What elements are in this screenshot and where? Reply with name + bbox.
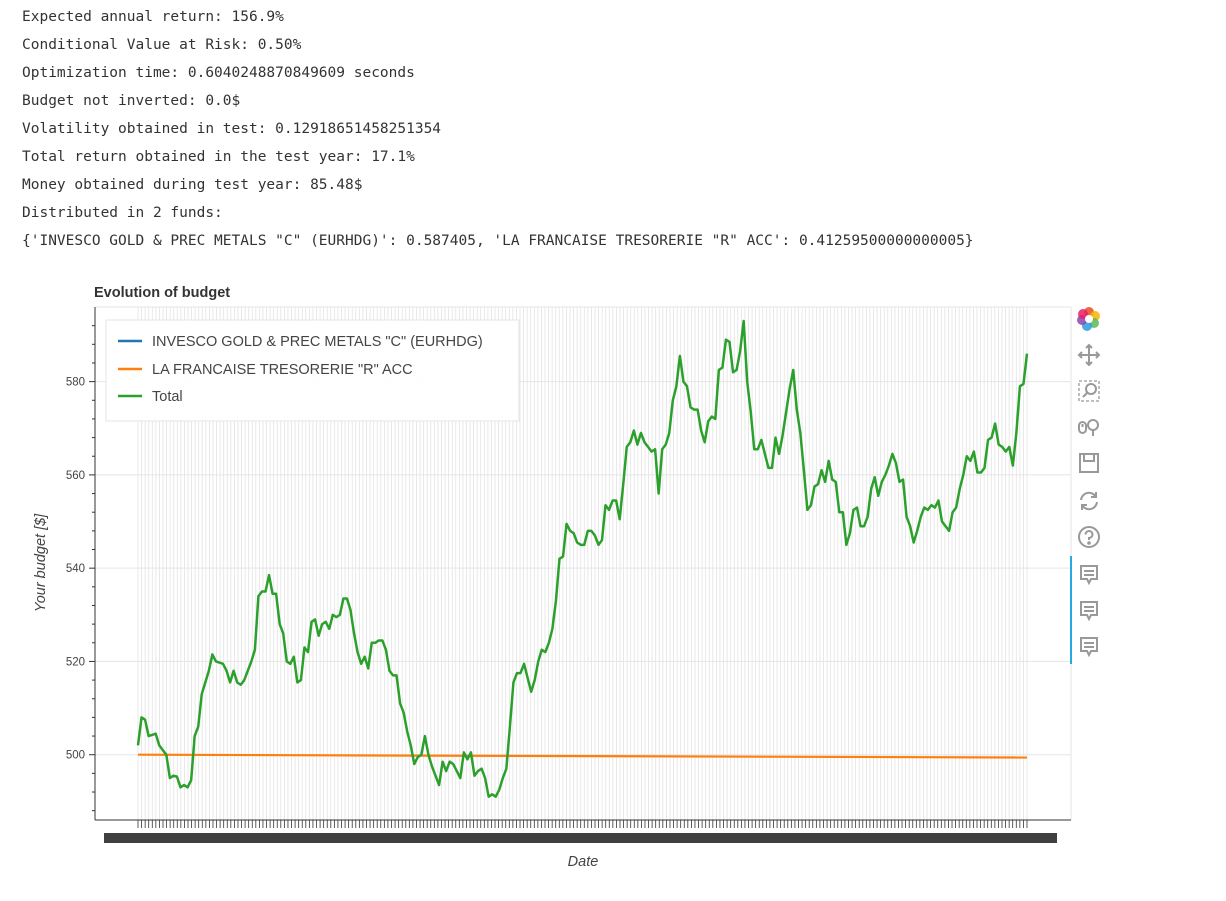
x-grid <box>137 307 1028 820</box>
output-cvar: Conditional Value at Risk: 0.50% <box>22 37 302 53</box>
active-tool-indicator <box>1070 556 1072 664</box>
cell-output: Expected annual return: 156.9% Condition… <box>22 6 974 258</box>
y-tick-labels: 500 520 540 560 580 <box>66 377 85 762</box>
bokeh-logo-icon[interactable] <box>1076 306 1102 332</box>
output-total-return: Total return obtained in the test year: … <box>22 149 415 165</box>
help-icon[interactable] <box>1076 524 1102 550</box>
hover-icon[interactable] <box>1076 598 1102 624</box>
y-axis-label: Your budget [$] <box>33 513 49 612</box>
budget-chart[interactable]: Evolution of budget 500 520 540 560 580 Your… <box>0 270 1226 901</box>
axes <box>89 306 1072 843</box>
y-tick-label: 500 <box>66 750 85 762</box>
y-tick-label: 580 <box>66 377 85 389</box>
series-layer <box>136 319 1029 798</box>
y-tick-label: 560 <box>66 470 85 482</box>
x-axis-label: Date <box>568 854 599 870</box>
y-tick-label: 540 <box>66 563 85 575</box>
wheel-zoom-icon[interactable] <box>1076 414 1102 440</box>
legend-label-invesco[interactable]: INVESCO GOLD & PREC METALS "C" (EURHDG) <box>152 334 483 350</box>
pan-icon[interactable] <box>1076 342 1102 368</box>
chart-title: Evolution of budget <box>94 285 230 301</box>
output-money-obtained: Money obtained during test year: 85.48$ <box>22 177 363 193</box>
output-expected-return: Expected annual return: 156.9% <box>22 9 284 25</box>
output-budget-not-inverted: Budget not inverted: 0.0$ <box>22 93 241 109</box>
output-volatility: Volatility obtained in test: 0.129186514… <box>22 121 442 137</box>
output-weights: {'INVESCO GOLD & PREC METALS "C" (EURHDG… <box>22 233 974 249</box>
reset-icon[interactable] <box>1076 488 1102 514</box>
x-tick-labels-overlap <box>104 833 1057 843</box>
legend-label-total[interactable]: Total <box>152 389 183 405</box>
box-zoom-icon[interactable] <box>1076 378 1102 404</box>
series-la-francaise-line <box>137 753 1028 759</box>
y-tick-label: 520 <box>66 656 85 668</box>
hover-icon[interactable] <box>1076 562 1102 588</box>
legend-box <box>105 319 520 422</box>
hover-icon[interactable] <box>1076 634 1102 660</box>
output-distributed: Distributed in 2 funds: <box>22 205 223 221</box>
series-total-line <box>136 319 1029 798</box>
output-optimization-time: Optimization time: 0.6040248870849609 se… <box>22 65 415 81</box>
legend-label-la-francaise[interactable]: LA FRANCAISE TRESORERIE "R" ACC <box>152 362 413 378</box>
save-icon[interactable] <box>1076 450 1102 476</box>
legend[interactable]: INVESCO GOLD & PREC METALS "C" (EURHDG) … <box>105 319 520 422</box>
